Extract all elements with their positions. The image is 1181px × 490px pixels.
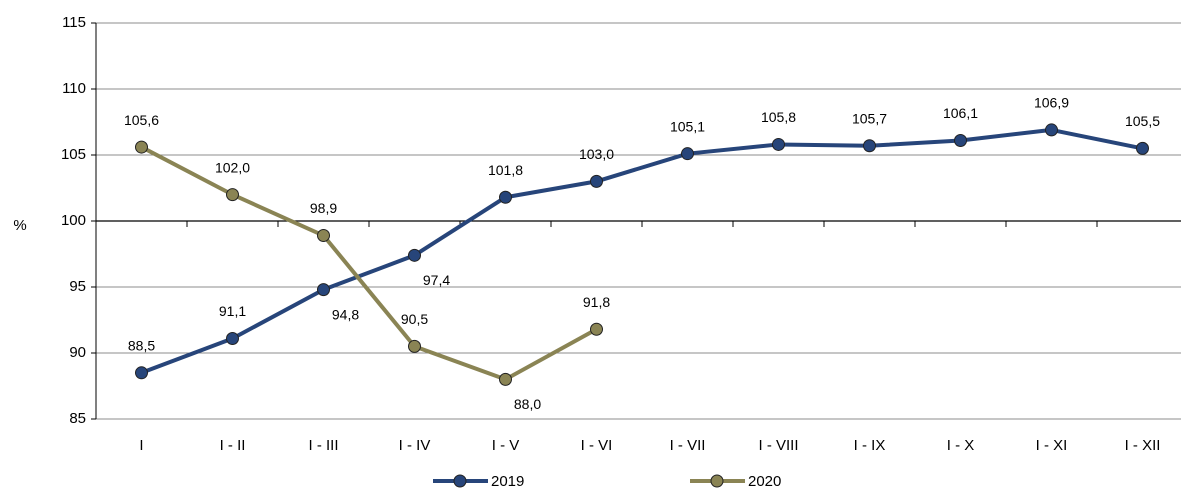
data-label: 94,8: [332, 306, 359, 322]
data-point: [135, 140, 148, 154]
data-label: 105,6: [124, 112, 159, 128]
data-label: 88,5: [128, 338, 155, 354]
data-point: [1136, 141, 1149, 155]
x-tick-label: I - X: [947, 437, 975, 454]
data-label: 103,0: [579, 146, 614, 162]
x-tick-label: I - XII: [1125, 437, 1161, 454]
data-label: 91,1: [219, 303, 246, 319]
data-label: 105,5: [1125, 113, 1160, 129]
data-label: 105,7: [852, 110, 887, 126]
data-point: [317, 229, 330, 243]
data-label: 105,8: [761, 109, 796, 125]
data-point: [317, 283, 330, 297]
data-label: 105,1: [670, 118, 705, 134]
data-point: [954, 133, 967, 147]
x-tick-label: I - IV: [399, 437, 431, 454]
y-tick-label: 115: [62, 14, 86, 31]
data-point: [1045, 123, 1058, 137]
data-point: [135, 366, 148, 380]
data-point: [590, 322, 603, 336]
data-label: 97,4: [423, 272, 450, 288]
data-label: 101,8: [488, 162, 523, 178]
data-point: [590, 174, 603, 188]
x-tick-label: I - VII: [670, 437, 706, 454]
y-axis-label: %: [13, 217, 26, 234]
data-point: [863, 139, 876, 153]
data-point: [408, 248, 421, 262]
y-tick-label: 110: [62, 80, 86, 97]
data-label: 90,5: [401, 311, 428, 327]
data-point: [499, 372, 512, 386]
data-label: 106,1: [943, 105, 978, 121]
data-label: 98,9: [310, 200, 337, 216]
x-tick-label: I - III: [309, 437, 339, 454]
data-point: [681, 147, 694, 161]
data-point: [226, 188, 239, 202]
legend-marker: [453, 474, 467, 488]
data-point: [226, 331, 239, 345]
data-label: 91,8: [583, 294, 610, 310]
data-label: 106,9: [1034, 95, 1069, 111]
y-tick-label: 85: [69, 410, 86, 427]
y-tick-label: 90: [69, 344, 86, 361]
legend-label: 2020: [748, 473, 781, 490]
x-tick-label: I - V: [492, 437, 520, 454]
data-point: [408, 339, 421, 353]
x-tick-label: I - VI: [581, 437, 613, 454]
data-point: [772, 137, 785, 151]
y-tick-label: 105: [61, 146, 86, 163]
x-tick-label: I: [139, 437, 143, 454]
x-tick-label: I - IX: [854, 437, 886, 454]
x-tick-label: I - XI: [1036, 437, 1068, 454]
data-point: [499, 190, 512, 204]
legend-marker: [710, 474, 724, 488]
y-tick-label: 100: [61, 212, 86, 229]
y-tick-label: 95: [69, 278, 86, 295]
data-label: 102,0: [215, 159, 250, 175]
series-line: [140, 127, 1143, 375]
legend-label: 2019: [491, 473, 524, 490]
x-tick-label: I - VIII: [758, 437, 798, 454]
data-label: 88,0: [514, 396, 541, 412]
series-line: [140, 145, 598, 382]
x-tick-label: I - II: [220, 437, 246, 454]
